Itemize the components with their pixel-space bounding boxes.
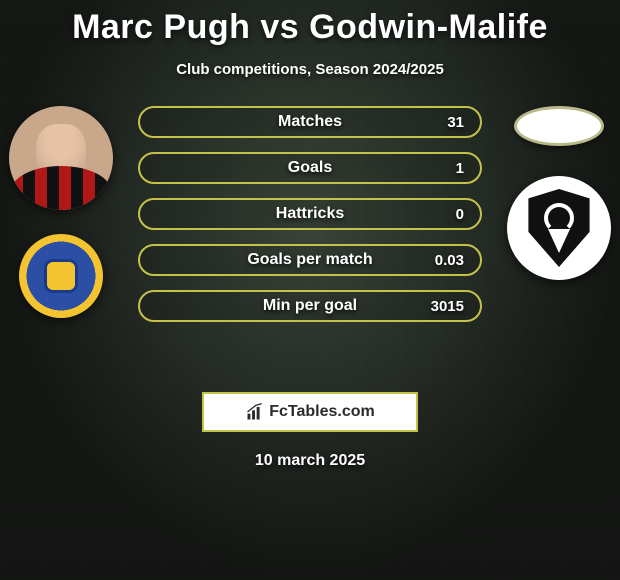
stat-label: Matches [278,113,342,131]
stat-row-min-per-goal: Min per goal 3015 [138,290,482,322]
stat-label: Min per goal [263,297,357,315]
stat-value: 3015 [431,298,464,315]
stat-value: 1 [456,160,464,177]
page-subtitle: Club competitions, Season 2024/2025 [0,61,620,78]
comparison-area: Matches 31 Goals 1 Hattricks 0 Goals per… [0,106,620,366]
afc-crest [507,176,611,280]
brand-attribution[interactable]: FcTables.com [202,392,418,432]
left-player-avatar [9,106,113,210]
page-date: 10 march 2025 [0,452,620,470]
brand-text: FcTables.com [269,403,375,421]
stat-pill-list: Matches 31 Goals 1 Hattricks 0 Goals per… [138,106,482,322]
bar-chart-icon [245,402,265,422]
stat-label: Goals [288,159,332,177]
avatar-jersey [11,166,111,210]
page-title: Marc Pugh vs Godwin-Malife [0,0,620,47]
stat-label: Goals per match [247,251,372,269]
right-player-column [504,96,614,280]
shrewsbury-town-crest [19,234,103,318]
stat-value: 0 [456,206,464,223]
stat-row-goals: Goals 1 [138,152,482,184]
stat-row-matches: Matches 31 [138,106,482,138]
stat-row-hattricks: Hattricks 0 [138,198,482,230]
stat-label: Hattricks [276,205,344,223]
afc-shield-icon [525,189,593,267]
stat-row-goals-per-match: Goals per match 0.03 [138,244,482,276]
left-player-column [6,106,116,318]
stat-value: 31 [447,114,464,131]
stat-value: 0.03 [435,252,464,269]
right-player-avatar-placeholder [514,106,604,146]
